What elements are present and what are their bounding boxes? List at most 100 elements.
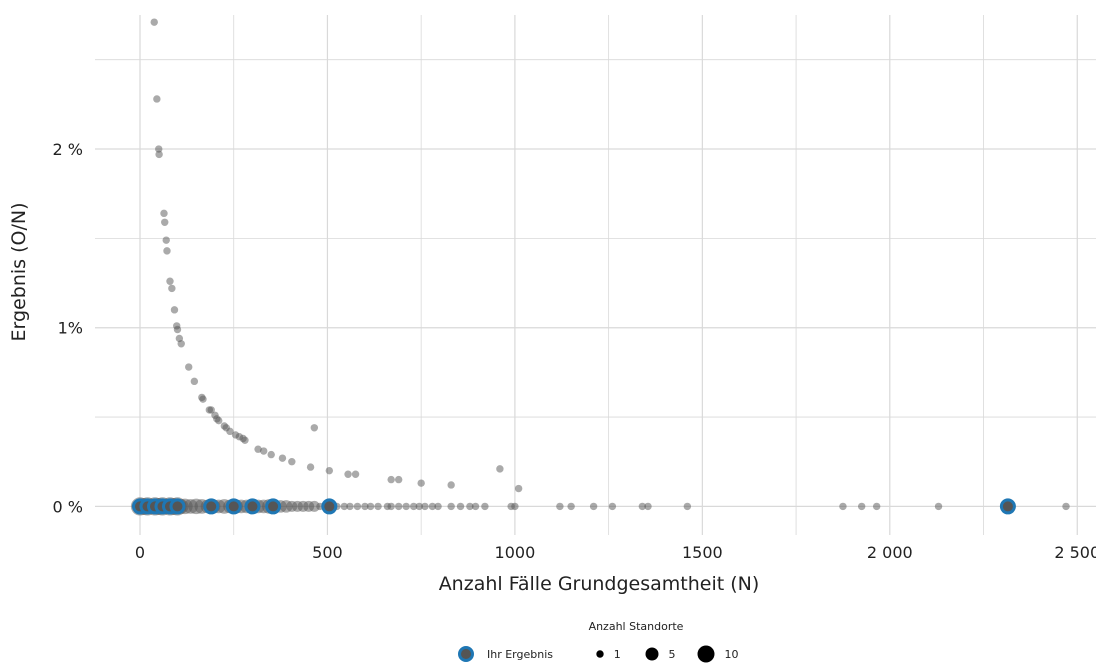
- y-tick-label: 0 %: [53, 497, 83, 516]
- legend-size-label: 5: [669, 648, 676, 661]
- data-point: [872, 502, 881, 511]
- data-point: [511, 502, 519, 511]
- grid: [95, 15, 1096, 535]
- own-result-point: [265, 498, 282, 515]
- data-point: [394, 502, 403, 511]
- data-point: [190, 377, 199, 386]
- legend: Anzahl Standorte Ihr Ergebnis 1 5 10: [458, 620, 739, 663]
- own-result-points: [131, 498, 1016, 515]
- data-point: [166, 277, 174, 285]
- data-point: [556, 502, 564, 511]
- own-result-point: [203, 498, 220, 515]
- data-point: [153, 95, 161, 103]
- x-tick-label: 2 500: [1054, 543, 1096, 562]
- data-point: [163, 247, 171, 255]
- tick-labels: 0 500 1000 1500 2 000 2 500 0 % 1% 2 %: [53, 140, 1096, 562]
- data-point: [241, 436, 249, 444]
- data-point: [199, 395, 207, 403]
- legend-size-label: 1: [614, 648, 621, 661]
- data-point: [162, 236, 170, 244]
- data-point: [215, 416, 223, 425]
- data-point: [456, 502, 465, 511]
- y-axis-title: Ergebnis (O/N): [8, 203, 30, 342]
- data-point: [150, 18, 158, 26]
- data-point: [155, 150, 163, 159]
- legend-own-result-marker: [458, 646, 474, 662]
- data-point: [514, 484, 523, 493]
- data-point: [308, 500, 320, 512]
- data-point: [421, 502, 429, 511]
- data-point: [447, 502, 455, 511]
- data-point: [366, 502, 375, 511]
- data-point: [417, 479, 425, 487]
- data-point: [351, 470, 360, 478]
- x-tick-label: 1500: [682, 543, 723, 562]
- x-tick-label: 2 000: [867, 543, 913, 562]
- legend-size-label: 10: [725, 648, 739, 661]
- data-point: [589, 502, 598, 511]
- data-point: [310, 424, 319, 432]
- x-tick-label: 500: [312, 543, 343, 562]
- data-point: [415, 502, 423, 511]
- data-point: [254, 445, 262, 453]
- data-point: [567, 502, 575, 511]
- data-point: [160, 209, 168, 218]
- data-point: [1062, 502, 1070, 511]
- data-point: [496, 465, 504, 473]
- data-point: [340, 502, 349, 511]
- data-point: [306, 463, 315, 471]
- data-point: [839, 502, 847, 511]
- y-tick-label: 1%: [58, 319, 83, 338]
- data-point: [471, 502, 480, 511]
- data-point: [374, 502, 382, 511]
- data-point: [278, 454, 287, 462]
- data-point: [644, 502, 652, 511]
- y-tick-label: 2 %: [53, 140, 83, 159]
- data-point: [387, 502, 395, 511]
- data-point: [161, 218, 169, 226]
- data-points: [130, 18, 1070, 516]
- data-point: [466, 502, 474, 511]
- own-result-point: [169, 498, 186, 515]
- data-point: [207, 406, 215, 414]
- own-result-point: [225, 498, 242, 515]
- own-result-point: [999, 498, 1016, 515]
- data-point: [288, 458, 296, 466]
- own-result-point: [321, 498, 338, 515]
- data-point: [409, 502, 418, 511]
- data-point: [260, 447, 268, 455]
- legend-own-result: Ihr Ergebnis: [458, 646, 553, 662]
- data-point: [185, 363, 193, 371]
- legend-size-marker: [596, 650, 604, 658]
- data-point: [344, 470, 352, 478]
- own-result-point: [244, 498, 261, 515]
- x-tick-label: 1000: [495, 543, 536, 562]
- data-point: [226, 427, 234, 436]
- data-point: [683, 502, 692, 511]
- data-point: [170, 306, 179, 314]
- x-tick-label: 0: [135, 543, 145, 562]
- data-point: [638, 502, 647, 511]
- data-point: [857, 502, 866, 511]
- data-point: [934, 502, 943, 511]
- data-point: [394, 475, 403, 484]
- legend-size-scale: 1 5 10: [596, 645, 739, 663]
- data-point: [177, 340, 185, 348]
- data-point: [361, 502, 369, 511]
- data-point: [428, 502, 437, 511]
- data-point: [346, 502, 354, 511]
- data-point: [155, 145, 163, 153]
- data-point: [353, 502, 362, 511]
- legend-own-result-label: Ihr Ergebnis: [487, 648, 553, 661]
- legend-size-marker: [645, 647, 659, 661]
- data-point: [447, 481, 455, 489]
- data-point: [267, 450, 275, 459]
- data-point: [387, 475, 395, 484]
- legend-title: Anzahl Standorte: [589, 620, 684, 633]
- data-point: [325, 466, 334, 475]
- data-point: [608, 502, 617, 511]
- data-point: [434, 502, 442, 511]
- data-point: [402, 502, 410, 511]
